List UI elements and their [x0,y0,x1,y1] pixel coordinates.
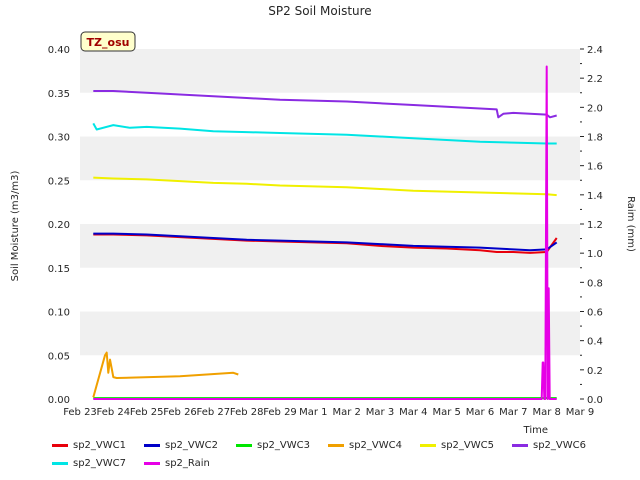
legend-swatch [420,443,436,447]
y-axis-ticks: 0.00 0.05 0.10 0.15 0.20 0.25 0.30 0.35 0.40 [48,45,70,406]
y2-tick-label: 0.8 [587,278,603,289]
legend-swatch [512,443,528,447]
legend-label: sp2_VWC4 [349,439,402,451]
chart-title: SP2 Soil Moisture [268,4,371,18]
grid-bands [80,49,580,399]
grid-band [80,311,580,356]
y-tick-label: 0.35 [48,89,70,100]
legend-label: sp2_VWC1 [73,439,126,451]
x-tick-label: Feb 26 [163,407,197,418]
y2-tick-label: 0.6 [587,308,603,319]
legend-item: sp2_VWC1 [52,436,144,454]
y-tick-label: 0.40 [48,45,70,56]
x-tick-label: Mar 5 [432,407,460,418]
x-tick-label: Mar 1 [299,407,327,418]
y-tick-label: 0.20 [48,220,70,231]
x-tick-label: Mar 7 [499,407,527,418]
legend-row: sp2_VWC7 sp2_Rain [52,454,612,472]
legend-item: sp2_VWC5 [420,436,512,454]
grid-band [80,136,580,181]
grid-band [80,49,580,93]
series-line-sp2_VWC4 [92,351,239,398]
y2-tick-label: 2.4 [587,45,603,56]
legend-item: sp2_VWC2 [144,436,236,454]
grid-band [80,224,580,268]
y-tick-label: 0.30 [48,133,70,144]
x-tick-label: Mar 9 [566,407,594,418]
legend-item: sp2_VWC6 [512,436,604,454]
series-line-sp2_VWC2 [93,232,558,252]
x-tick-label: Mar 4 [399,407,427,418]
y2-tick-label: 1.2 [587,220,603,231]
y-tick-label: 0.05 [48,351,70,362]
y-tick-label: 0.25 [48,176,70,187]
x-tick-label: Feb 23 [63,407,97,418]
y-axis-label: Soil Moisture (m3/m3) [10,171,21,282]
x-tick-label: Mar 3 [366,407,394,418]
y2-axis-ticks: 0.0 0.2 0.4 0.6 0.8 1.0 1.2 1.4 1.6 1.8 2.0 2.2 2.4 [580,45,603,406]
legend-swatch [144,461,160,465]
legend-item: sp2_VWC4 [328,436,420,454]
legend-item: sp2_VWC3 [236,436,328,454]
plot-lines [92,65,558,400]
legend-swatch [52,461,68,465]
legend-label: sp2_VWC7 [73,457,126,469]
legend-row: sp2_VWC1 sp2_VWC2 sp2_VWC3 sp2_VWC4 sp2_VWC5… [52,436,612,454]
y2-tick-label: 2.2 [587,74,603,85]
legend-label: sp2_VWC2 [165,439,218,451]
x-tick-label: Mar 2 [332,407,360,418]
y2-tick-label: 1.8 [587,133,603,144]
y-tick-label: 0.00 [48,395,70,406]
legend: sp2_VWC1 sp2_VWC2 sp2_VWC3 sp2_VWC4 sp2_VWC5… [52,436,612,472]
x-tick-label: Feb 24 [97,407,131,418]
annotation-text: TZ_osu [87,36,130,49]
legend-swatch [52,443,68,447]
x-axis-label: Time [523,425,548,436]
y2-tick-label: 0.4 [587,337,603,348]
legend-swatch [236,443,252,447]
x-axis-ticks: Feb 23 Feb 24 Feb 25 Feb 26 Feb 27 Feb 28 Feb … [63,407,594,418]
series-line-sp2_Rain [93,65,557,400]
legend-label: sp2_VWC3 [257,439,310,451]
annotation-box: TZ_osu [80,31,136,52]
x-tick-label: Feb 29 [263,407,297,418]
legend-label: sp2_VWC6 [533,439,586,451]
x-tick-label: Mar 8 [532,407,560,418]
legend-item: sp2_VWC7 [52,454,144,472]
y2-tick-label: 0.0 [587,395,603,406]
y2-tick-label: 2.0 [587,103,603,114]
legend-swatch [144,443,160,447]
x-tick-label: Feb 25 [130,407,164,418]
series-line-sp2_VWC6 [93,90,557,119]
series-line-sp2_VWC7 [92,122,557,145]
y-tick-label: 0.15 [48,264,70,275]
y2-axis-label: Raim (mm) [625,196,636,252]
x-tick-label: Feb 27 [197,407,231,418]
series-line-sp2_VWC5 [93,176,557,197]
legend-label: sp2_VWC5 [441,439,494,451]
y2-tick-label: 0.2 [587,366,603,377]
y2-tick-label: 1.6 [587,162,603,173]
x-tick-label: Feb 28 [230,407,264,418]
x-tick-label: Mar 6 [466,407,494,418]
y2-tick-label: 1.4 [587,191,603,202]
legend-item: sp2_Rain [144,454,236,472]
y2-tick-label: 1.0 [587,249,603,260]
legend-label: sp2_Rain [165,457,210,469]
legend-swatch [328,443,344,447]
y-tick-label: 0.10 [48,308,70,319]
